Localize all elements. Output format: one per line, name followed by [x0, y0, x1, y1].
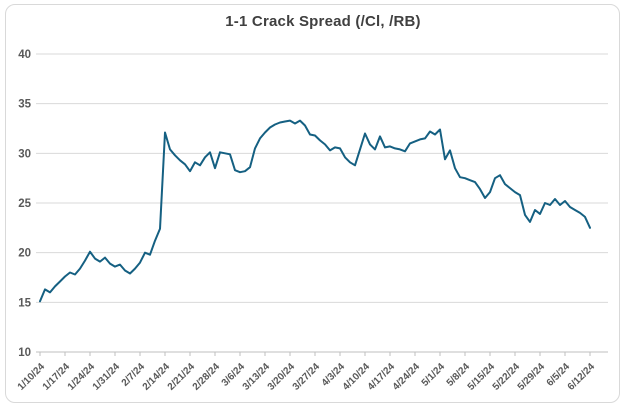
y-tick-label: 40 [18, 49, 31, 61]
y-tick-label: 25 [18, 198, 31, 210]
y-tick-label: 35 [18, 99, 31, 111]
chart-title: 1-1 Crack Spread (/Cl, /RB) [225, 13, 421, 30]
x-tick-label: 5/29/24 [516, 361, 548, 393]
x-tick-label: 4/24/24 [391, 361, 423, 393]
y-tick-label: 20 [18, 248, 31, 260]
x-tick-label: 2/28/24 [191, 361, 223, 393]
series-line-crack-spread [39, 119, 591, 303]
y-tick-label: 15 [18, 297, 31, 309]
x-tick-label: 6/12/24 [566, 361, 598, 393]
y-tick-label: 10 [18, 347, 31, 359]
x-tick-label: 1/31/24 [91, 361, 123, 393]
x-tick-label: 3/27/24 [291, 361, 323, 393]
x-tick-label: 5/1/24 [420, 361, 448, 389]
y-tick-label: 30 [18, 148, 31, 160]
